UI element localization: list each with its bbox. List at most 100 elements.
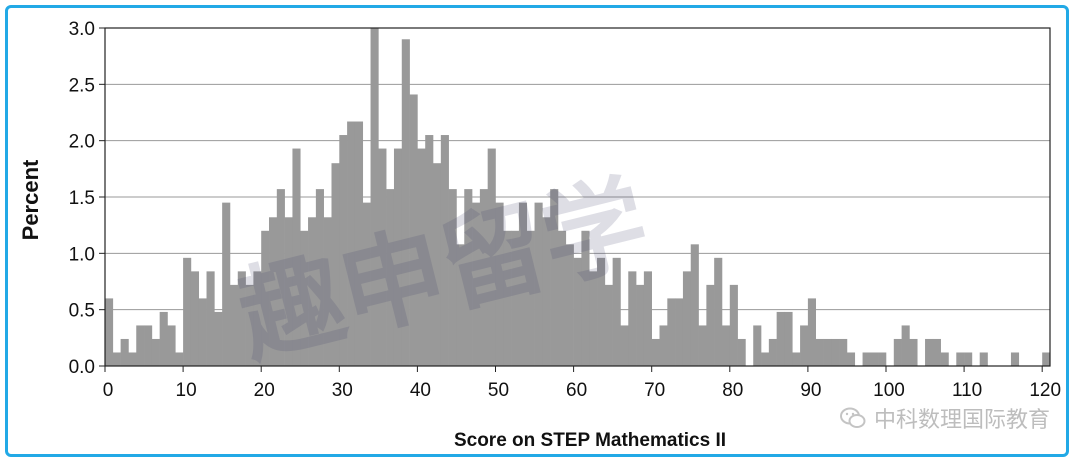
histogram-bar	[245, 284, 254, 366]
histogram-bar	[503, 230, 512, 366]
histogram-bar	[261, 230, 270, 366]
histogram-bar	[862, 352, 871, 366]
histogram-bar	[229, 284, 239, 366]
x-tick-label: 100	[873, 380, 905, 401]
histogram-bar	[698, 325, 707, 366]
histogram-bar	[581, 230, 590, 366]
histogram-bar	[214, 311, 223, 366]
x-tick-label: 60	[566, 380, 587, 401]
histogram-bar	[370, 28, 379, 366]
histogram-bar	[729, 284, 738, 366]
histogram-bar	[253, 271, 262, 366]
bars	[105, 28, 1051, 367]
histogram-bar	[386, 189, 395, 366]
histogram-bar	[425, 135, 434, 366]
histogram-bar	[597, 257, 606, 366]
x-ticks: 0 10 20 30 40 50 60 70 80 90 100 110 120	[103, 366, 1061, 401]
histogram-bar	[331, 163, 340, 366]
histogram-bar	[893, 338, 902, 366]
histogram-bar	[620, 325, 629, 366]
histogram-bar	[964, 352, 973, 366]
histogram-bar	[269, 217, 278, 366]
histogram-bar	[737, 338, 746, 366]
histogram-bar	[362, 202, 371, 366]
histogram-bar	[440, 135, 449, 366]
histogram-bar	[768, 338, 777, 366]
histogram-bar	[612, 257, 621, 366]
histogram-bar	[472, 202, 481, 366]
histogram-bar	[300, 230, 309, 366]
histogram-bar	[1042, 352, 1051, 366]
x-tick-label: 70	[644, 380, 665, 401]
histogram-bar	[839, 338, 848, 366]
histogram-bar	[175, 352, 184, 366]
histogram-bar	[932, 338, 941, 366]
histogram-bar	[315, 189, 324, 366]
histogram-bar	[1010, 352, 1020, 366]
histogram-bar	[495, 202, 504, 366]
histogram-bar	[222, 202, 231, 366]
histogram-bar	[721, 325, 731, 366]
histogram-bar	[870, 352, 879, 366]
histogram-bar	[815, 338, 824, 366]
histogram-bar	[448, 189, 457, 366]
y-tick-label: 2.5	[69, 75, 95, 96]
x-tick-label: 90	[800, 380, 821, 401]
histogram-bar	[378, 148, 387, 366]
histogram-bar	[846, 352, 856, 366]
histogram-bar	[643, 271, 652, 366]
histogram-bar	[183, 257, 192, 366]
y-tick-label: 3.0	[69, 19, 95, 40]
histogram-bar	[776, 311, 785, 366]
histogram-bar	[456, 244, 465, 366]
y-tick-label: 1.0	[69, 244, 95, 265]
histogram-bar	[714, 257, 723, 366]
histogram-bar	[487, 148, 496, 366]
wechat-icon	[839, 407, 866, 428]
histogram-bar	[690, 244, 699, 366]
histogram-bar	[878, 352, 887, 366]
histogram-bar	[565, 244, 574, 366]
x-tick-label: 30	[332, 380, 353, 401]
histogram-bar	[339, 135, 348, 366]
histogram-bar	[105, 298, 114, 366]
histogram-bar	[190, 271, 200, 366]
histogram-bar	[112, 352, 121, 366]
x-tick-label: 80	[722, 380, 743, 401]
histogram-bar	[925, 338, 934, 366]
histogram-bar	[807, 298, 817, 366]
histogram-bar	[901, 325, 910, 366]
histogram-bar	[518, 202, 528, 366]
histogram-bar	[276, 189, 285, 366]
histogram-bar	[323, 217, 332, 366]
histogram-bar	[753, 325, 762, 366]
x-tick-label: 110	[952, 380, 982, 401]
histogram-bar	[628, 271, 637, 366]
histogram-bar	[393, 148, 403, 366]
histogram-bar	[292, 148, 301, 366]
histogram-bar	[550, 189, 559, 366]
histogram-bar	[792, 352, 801, 366]
histogram-bar	[651, 338, 660, 366]
histogram-bar	[167, 325, 176, 366]
histogram-bar	[136, 325, 145, 366]
histogram-bar	[667, 298, 676, 366]
histogram-bar	[940, 352, 949, 366]
histogram-bar	[284, 217, 293, 366]
histogram-bar	[831, 338, 840, 366]
y-tick-label: 0.5	[69, 301, 95, 322]
histogram-bar	[433, 163, 442, 366]
histogram-bar	[401, 39, 410, 367]
histogram-bar	[511, 230, 520, 366]
histogram-bar	[534, 202, 543, 366]
y-tick-label: 2.0	[69, 132, 95, 153]
x-axis-label: Score on STEP Mathematics II	[454, 430, 726, 451]
histogram-bar	[979, 352, 988, 366]
x-tick-label: 20	[254, 380, 275, 401]
x-tick-label: 40	[410, 380, 431, 401]
wechat-account-name: 中科数理国际教育	[873, 408, 1050, 433]
histogram-bar	[409, 94, 418, 367]
histogram-bar	[956, 352, 965, 366]
histogram-bar	[347, 121, 356, 366]
